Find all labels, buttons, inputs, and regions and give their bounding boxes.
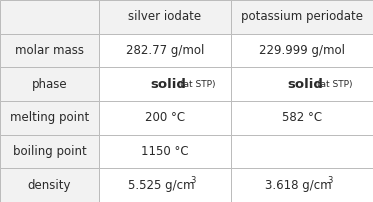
Text: 5.525 g/cm: 5.525 g/cm xyxy=(128,179,195,192)
Bar xyxy=(0,0,99,34)
Bar xyxy=(231,0,373,34)
Bar xyxy=(231,135,373,168)
Bar xyxy=(0,168,99,202)
Text: potassium periodate: potassium periodate xyxy=(241,10,363,23)
Text: solid: solid xyxy=(287,78,323,91)
Text: solid: solid xyxy=(150,78,186,91)
Bar xyxy=(99,101,231,135)
Text: phase: phase xyxy=(32,78,67,91)
Text: density: density xyxy=(28,179,71,192)
Bar xyxy=(231,101,373,135)
Text: melting point: melting point xyxy=(10,111,89,124)
Text: 3: 3 xyxy=(327,176,333,185)
Bar xyxy=(99,0,231,34)
Text: molar mass: molar mass xyxy=(15,44,84,57)
Text: 582 °C: 582 °C xyxy=(282,111,322,124)
Bar xyxy=(0,101,99,135)
Text: (at STP): (at STP) xyxy=(317,80,352,89)
Text: boiling point: boiling point xyxy=(13,145,86,158)
Text: 3.618 g/cm: 3.618 g/cm xyxy=(265,179,332,192)
Bar xyxy=(0,34,99,67)
Bar xyxy=(99,67,231,101)
Bar xyxy=(99,168,231,202)
Text: silver iodate: silver iodate xyxy=(128,10,202,23)
Bar xyxy=(0,67,99,101)
Text: 3: 3 xyxy=(190,176,196,185)
Text: 200 °C: 200 °C xyxy=(145,111,185,124)
Text: 282.77 g/mol: 282.77 g/mol xyxy=(126,44,204,57)
Bar xyxy=(231,67,373,101)
Bar xyxy=(99,34,231,67)
Bar xyxy=(0,135,99,168)
Text: 1150 °C: 1150 °C xyxy=(141,145,189,158)
Bar xyxy=(99,135,231,168)
Text: (at STP): (at STP) xyxy=(180,80,216,89)
Bar xyxy=(231,34,373,67)
Text: 229.999 g/mol: 229.999 g/mol xyxy=(259,44,345,57)
Bar xyxy=(231,168,373,202)
